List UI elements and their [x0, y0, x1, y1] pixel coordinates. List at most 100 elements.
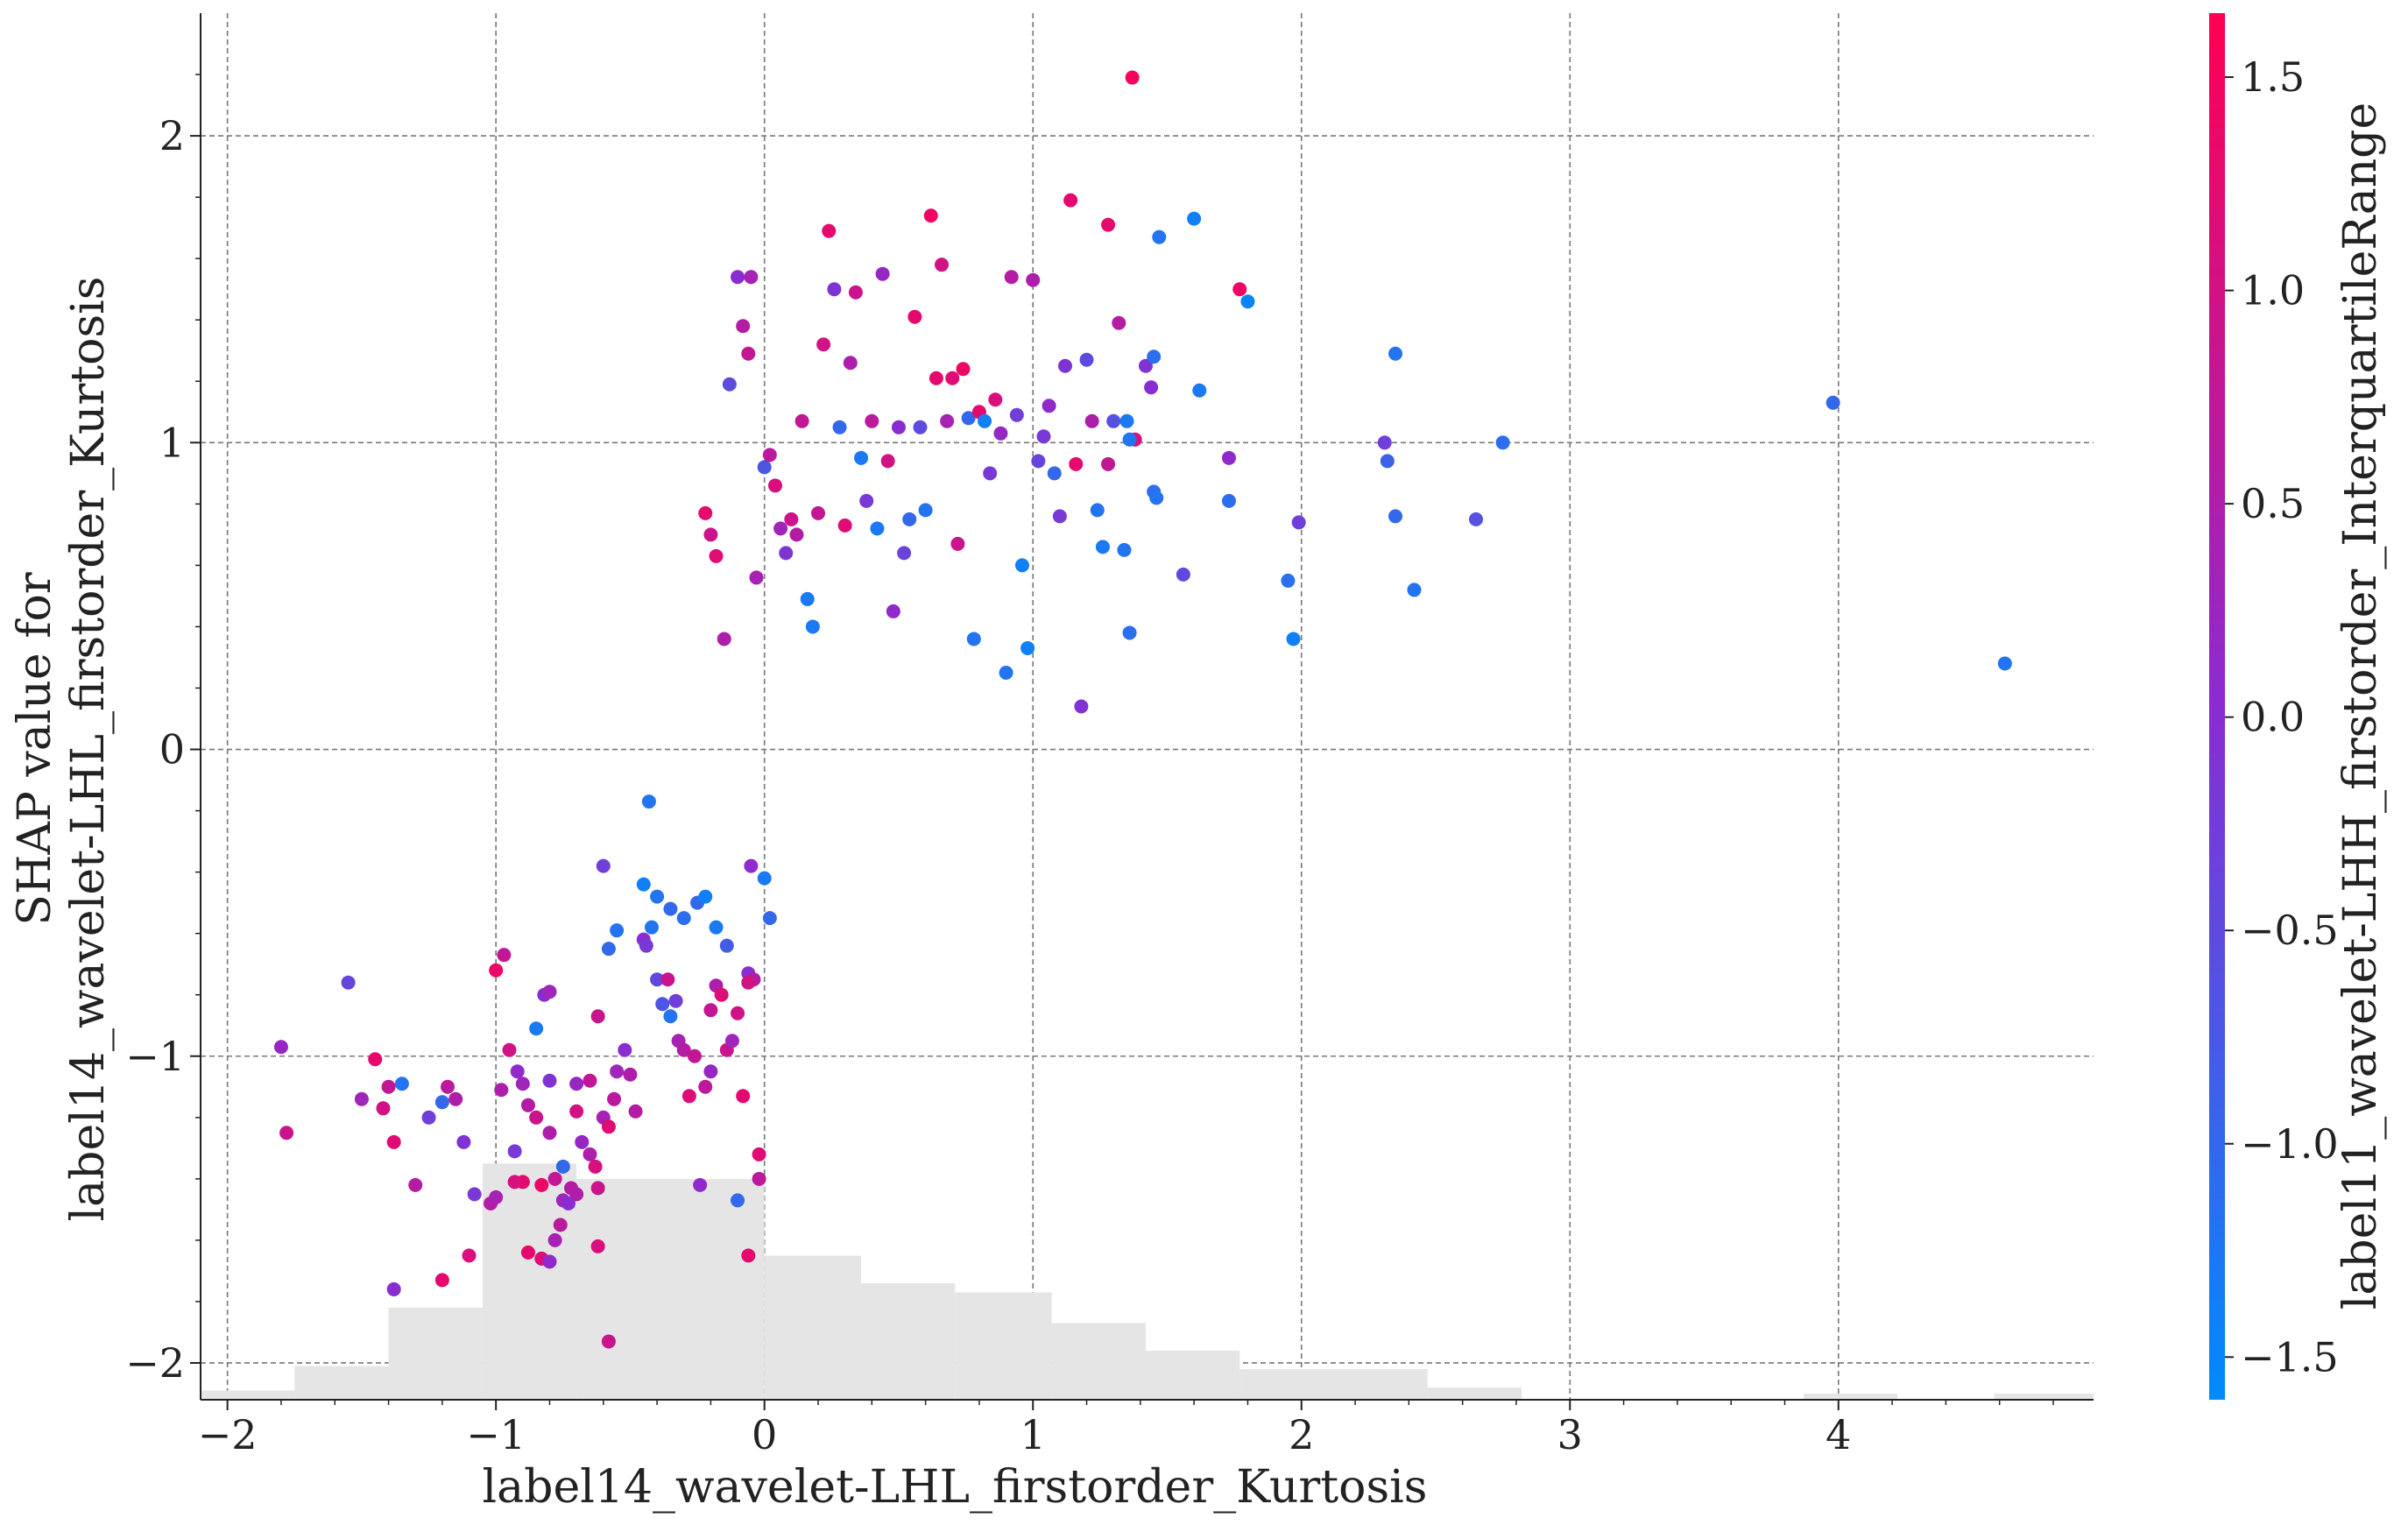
data-point: [757, 871, 772, 886]
histogram-bar: [764, 1255, 862, 1400]
y-tick-label: 2: [159, 112, 185, 159]
data-point: [1152, 229, 1167, 244]
data-point: [800, 591, 815, 606]
data-point: [1069, 456, 1084, 471]
data-point: [1074, 699, 1089, 714]
data-point: [1026, 272, 1041, 287]
data-point: [628, 1104, 643, 1119]
data-point: [961, 411, 976, 426]
data-point: [870, 521, 885, 536]
data-point: [1495, 435, 1510, 450]
data-point: [752, 1171, 766, 1186]
data-point: [837, 518, 852, 533]
data-point: [693, 1177, 708, 1192]
data-point: [880, 454, 895, 469]
data-point: [978, 413, 992, 428]
data-point: [843, 356, 858, 371]
data-point: [1997, 656, 2012, 671]
data-point: [1144, 380, 1159, 395]
data-point: [655, 997, 670, 1012]
axes: −2 −1 0 1 2 3 4 −2 −1 0 1 2: [125, 13, 2094, 1458]
data-point: [717, 632, 731, 646]
data-point: [703, 527, 718, 542]
data-point: [1031, 454, 1046, 469]
data-point: [368, 1052, 383, 1067]
x-tick-label: 2: [1289, 1411, 1314, 1458]
data-point: [811, 505, 826, 520]
data-point: [273, 1040, 288, 1055]
histogram-bar: [1994, 1393, 2094, 1400]
data-point: [848, 285, 863, 300]
data-point: [945, 371, 960, 385]
data-point: [1281, 573, 1296, 588]
data-point: [569, 1077, 584, 1091]
data-point: [542, 985, 557, 999]
data-point: [993, 426, 1008, 441]
data-point: [1377, 435, 1392, 450]
data-point: [596, 858, 611, 873]
data-point: [731, 1193, 745, 1208]
data-point: [462, 1248, 477, 1263]
x-tick-label: 3: [1557, 1411, 1583, 1458]
data-point: [794, 413, 809, 428]
data-point: [929, 371, 943, 385]
data-point: [703, 1064, 718, 1079]
data-point: [1122, 625, 1137, 640]
data-point: [698, 505, 713, 520]
data-point: [1291, 515, 1306, 530]
data-point: [497, 948, 512, 963]
histogram-bar: [1145, 1350, 1240, 1400]
data-point: [636, 877, 651, 892]
data-point: [779, 546, 794, 561]
data-point: [736, 319, 751, 334]
data-point: [434, 1095, 449, 1110]
data-point: [681, 1089, 696, 1104]
data-point: [722, 377, 737, 392]
data-point: [663, 1009, 678, 1024]
data-point: [601, 942, 616, 957]
data-point: [510, 1064, 525, 1079]
histogram-bar: [294, 1366, 389, 1400]
data-point: [983, 466, 998, 481]
data-point: [583, 1147, 597, 1161]
data-point: [741, 1248, 756, 1263]
data-point: [698, 1079, 713, 1094]
data-point: [918, 503, 933, 518]
data-point: [394, 1077, 409, 1091]
data-point: [1047, 466, 1062, 481]
data-point: [741, 975, 756, 990]
x-tick-label: −2: [198, 1411, 258, 1458]
data-point: [1020, 640, 1035, 655]
colorbar-tick-label: 1.0: [2241, 267, 2305, 314]
data-point: [279, 1126, 294, 1140]
data-point: [421, 1110, 436, 1125]
data-point: [1138, 358, 1153, 373]
data-point: [644, 920, 659, 935]
data-point: [381, 1079, 396, 1094]
data-point: [650, 889, 665, 904]
data-point: [741, 346, 756, 361]
data-point: [441, 1079, 455, 1094]
data-point: [515, 1077, 530, 1091]
data-point: [1192, 383, 1207, 398]
data-point: [832, 420, 847, 434]
data-point: [744, 270, 759, 285]
data-point: [1036, 429, 1051, 444]
histogram-bar: [1051, 1323, 1146, 1400]
data-point: [688, 1048, 703, 1063]
data-point: [752, 1147, 766, 1161]
data-point: [816, 337, 831, 352]
data-point: [907, 309, 922, 324]
data-point: [744, 858, 759, 873]
colorbar-tick-label: 0.5: [2241, 480, 2305, 527]
data-point: [676, 911, 691, 926]
data-point: [588, 1159, 603, 1174]
data-point: [376, 1101, 391, 1116]
data-point: [456, 1134, 471, 1149]
data-point: [1090, 503, 1105, 518]
data-point: [1101, 217, 1116, 232]
data-point: [1825, 395, 1840, 410]
x-tick-label: 0: [752, 1411, 777, 1458]
data-point: [663, 901, 678, 916]
data-point: [555, 1159, 570, 1174]
